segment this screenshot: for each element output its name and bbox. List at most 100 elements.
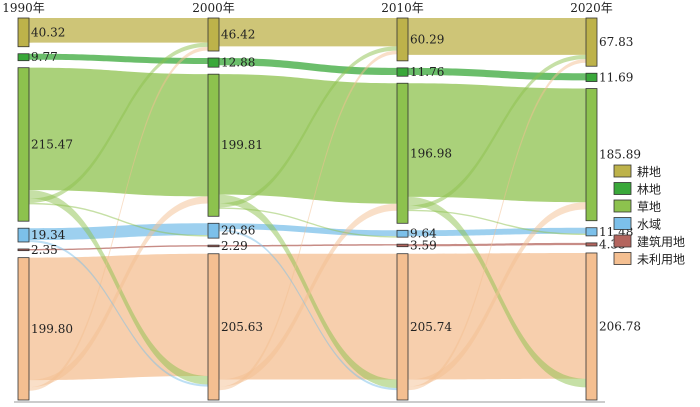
- value-label: 2.35: [31, 243, 58, 257]
- value-label: 205.74: [410, 320, 452, 334]
- value-label: 215.47: [31, 137, 73, 151]
- value-label: 9.64: [410, 227, 437, 241]
- value-label: 60.29: [410, 32, 444, 46]
- year-label: 2000年: [192, 1, 235, 15]
- value-label: 196.98: [410, 146, 452, 160]
- flow-草地-耕地: [29, 42, 208, 203]
- flow-建筑用地: [219, 244, 397, 247]
- node-建筑用地-1: [207, 244, 220, 248]
- year-labels: 1990年 2000年 2010年 2020年: [2, 1, 613, 15]
- flow-草地-水域: [219, 207, 397, 238]
- legend-swatch: [613, 199, 632, 213]
- flow-水域-未利用地: [29, 240, 208, 387]
- node-未利用地-3: [585, 252, 598, 401]
- flow-耕地: [408, 18, 586, 55]
- node-林地-3: [585, 72, 598, 82]
- node-林地-2: [396, 67, 409, 77]
- value-labels: 40.32 9.77 215.47 19.342.35 199.80 46.42 12.88…: [31, 25, 641, 335]
- flow-草地-未利用地: [29, 190, 208, 385]
- value-label: 206.78: [599, 319, 641, 333]
- legend-swatch: [613, 217, 632, 230]
- value-label: 40.32: [31, 25, 65, 39]
- value-label: 199.80: [31, 322, 73, 336]
- value-label: 199.81: [221, 138, 263, 152]
- node-草地-1: [207, 73, 220, 217]
- node-耕地-1: [207, 17, 220, 52]
- legend-swatch: [613, 182, 632, 195]
- flow-未利用地: [408, 252, 586, 380]
- value-label: 3.59: [410, 238, 437, 252]
- node-水域-0: [17, 227, 30, 243]
- legend-label: 水域: [637, 218, 661, 232]
- node-草地-3: [585, 88, 598, 222]
- node-水域-3: [585, 227, 598, 237]
- flow-草地-水域: [29, 202, 208, 237]
- node-水域-1: [207, 222, 220, 239]
- node-水域-2: [396, 229, 409, 238]
- node-耕地-2: [396, 17, 409, 62]
- value-label: 2.29: [221, 239, 248, 253]
- node-未利用地-1: [207, 253, 220, 401]
- legend-swatch: [613, 252, 632, 265]
- flow-建筑用地: [29, 245, 208, 251]
- node-草地-0: [17, 67, 30, 222]
- flow-耕地: [29, 18, 208, 43]
- node-未利用地-2: [396, 253, 409, 401]
- node-林地-0: [17, 53, 30, 62]
- legend-label: 林地: [637, 183, 661, 197]
- flow-草地-耕地: [219, 46, 397, 208]
- flow-水域: [408, 227, 586, 237]
- value-label: 11.69: [599, 70, 633, 84]
- flow-建筑用地: [408, 242, 586, 247]
- legend-swatch: [613, 234, 632, 248]
- legend-label: 草地: [637, 200, 661, 214]
- flow-草地: [29, 67, 208, 197]
- year-label: 1990年: [2, 1, 45, 15]
- flow-水域: [29, 223, 208, 241]
- flow-未利用地-草地: [219, 203, 397, 387]
- category-nodes: [17, 17, 598, 401]
- value-label: 11.76: [410, 65, 444, 79]
- flow-未利用地-耕地: [29, 46, 208, 391]
- legend-label: 耕地: [637, 164, 661, 179]
- flow-草地: [219, 74, 397, 204]
- flow-links: [29, 18, 586, 391]
- flow-耕地: [219, 18, 397, 47]
- legend-swatch: [613, 164, 632, 178]
- flow-未利用地-草地: [29, 196, 208, 388]
- node-林地-1: [207, 57, 220, 68]
- node-耕地-0: [17, 17, 30, 48]
- value-label: 12.88: [221, 56, 255, 70]
- flow-林地: [408, 67, 586, 81]
- flow-未利用地: [219, 253, 397, 380]
- legend-label: 未利用地: [637, 253, 685, 267]
- flow-水域-未利用地: [219, 229, 397, 391]
- year-label: 2010年: [381, 1, 424, 15]
- node-未利用地-0: [17, 257, 30, 401]
- node-建筑用地-0: [17, 248, 30, 252]
- flow-水域: [219, 223, 397, 237]
- flow-未利用地-耕地: [219, 50, 397, 391]
- flow-草地-水域: [408, 209, 586, 236]
- value-label: 46.42: [221, 28, 255, 42]
- value-label: 185.89: [599, 148, 641, 162]
- node-耕地-3: [585, 17, 598, 67]
- flow-草地-未利用地: [219, 194, 397, 388]
- flow-林地: [219, 58, 397, 76]
- value-label: 205.63: [221, 320, 263, 334]
- node-建筑用地-3: [585, 242, 598, 247]
- flow-草地: [408, 83, 586, 203]
- year-label: 2020年: [570, 1, 613, 15]
- value-label: 9.77: [31, 50, 58, 64]
- node-草地-2: [396, 82, 409, 224]
- value-label: 67.83: [599, 35, 633, 49]
- node-建筑用地-2: [396, 243, 409, 248]
- flow-未利用地-草地: [408, 202, 586, 387]
- flow-草地-耕地: [408, 54, 586, 210]
- value-label: 19.34: [31, 228, 66, 242]
- legend-label: 建筑用地: [637, 234, 685, 249]
- flow-未利用地-耕地: [408, 59, 586, 391]
- flow-未利用地: [29, 253, 208, 381]
